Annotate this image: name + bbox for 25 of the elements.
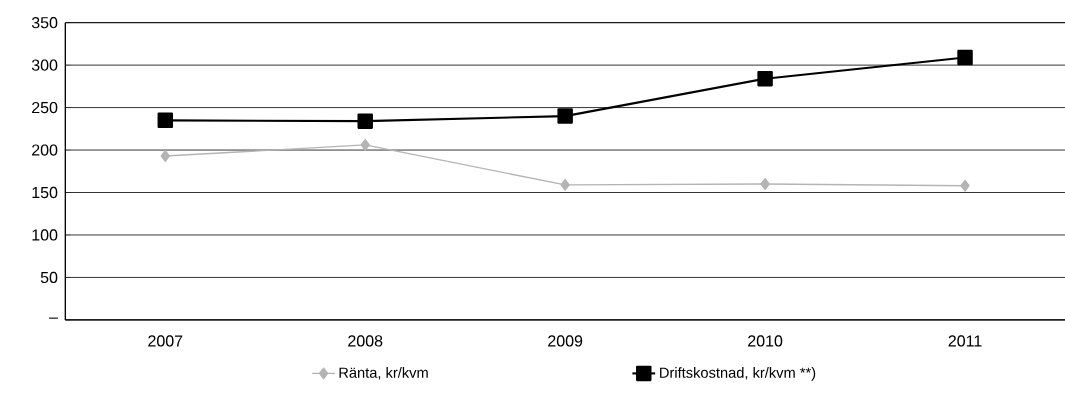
legend-label: Driftskostnad, kr/kvm **) [660, 367, 816, 381]
point [560, 179, 570, 192]
y-tick-label: 250 [32, 102, 58, 114]
x-tick-label: 2008 [348, 335, 383, 347]
point [760, 178, 770, 191]
point [957, 49, 973, 66]
y-tick-label: 300 [31, 59, 58, 72]
point [757, 71, 773, 87]
y-tick-label: 50 [40, 272, 58, 284]
y-tick-label: – [49, 317, 58, 319]
x-tick-label: 2007 [148, 335, 183, 347]
x-tick-label: 2009 [548, 335, 583, 347]
y-tick-label: 150 [32, 187, 58, 199]
point [357, 113, 373, 130]
legend-label: Ränta, kr/kvm [339, 367, 428, 380]
point [557, 108, 573, 125]
point [157, 112, 174, 129]
y-tick-label: 350 [31, 17, 58, 29]
point [160, 150, 170, 163]
y-tick-label: 200 [32, 144, 58, 156]
y-tick-label: 100 [32, 229, 58, 241]
point [360, 139, 370, 152]
x-tick-label: 2011 [948, 335, 982, 347]
point [960, 179, 970, 192]
x-tick-label: 2010 [748, 335, 783, 347]
